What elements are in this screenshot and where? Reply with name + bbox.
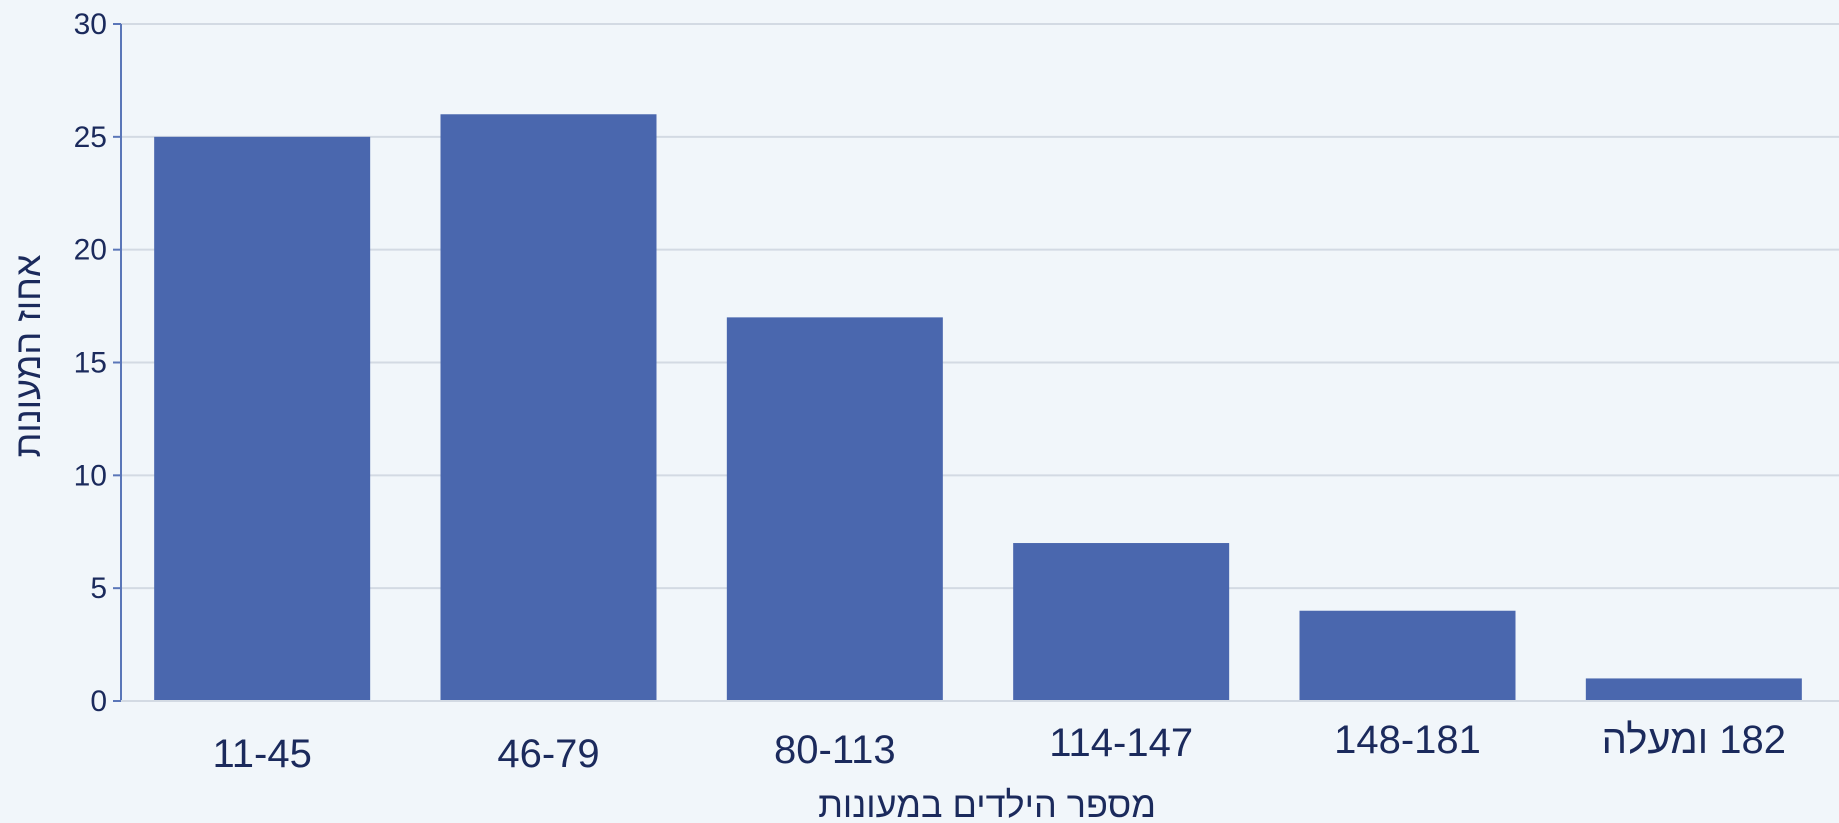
y-tick-label: 20 [74,234,107,267]
bar [154,136,371,702]
bar [1299,610,1516,701]
y-tick-label: 25 [74,121,107,154]
y-tick-labels: 0 5 10 15 20 25 30 [74,8,107,718]
bars [154,114,1802,702]
y-tick-label: 30 [74,8,107,41]
x-tick-label: 11-45 [212,732,311,776]
y-tick-label: 0 [90,685,107,718]
x-tick-label: 148-181 [1334,718,1481,762]
bar [726,317,943,701]
x-tick-label: 46-79 [497,732,599,776]
x-tick-labels: 11-45 46-79 80-113 114-147 148-181 182 ומעלה [212,718,1786,776]
y-tick-label: 5 [90,572,107,605]
x-tick-label: 80-113 [774,728,896,772]
y-axis-title: אחוז המעונות [7,254,48,457]
x-tick-label: 114-147 [1049,721,1193,765]
y-tick-label: 15 [74,347,107,380]
bar [440,114,657,702]
x-tick-label: 182 ומעלה [1602,718,1786,762]
bar [1013,543,1230,701]
axes [120,24,1839,702]
bar [1585,678,1802,701]
y-tick-label: 10 [74,459,107,492]
gridlines [113,23,1839,702]
x-axis-title: מספר הילדים במעונות [818,784,1156,823]
